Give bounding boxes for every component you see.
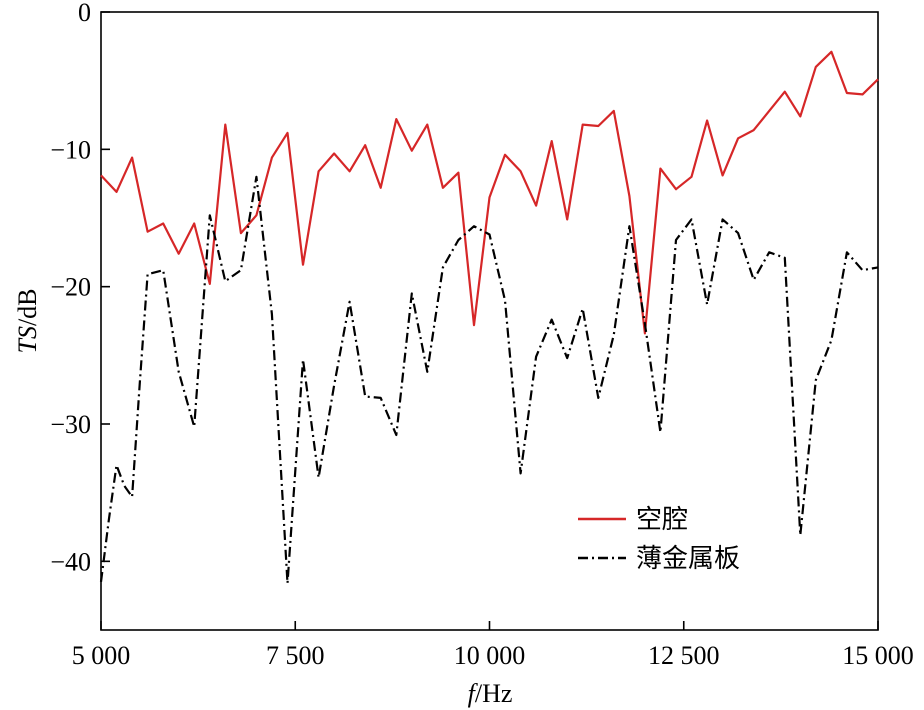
y-axis-ticks: 0 −10 −20 −30 −40 xyxy=(50,0,110,576)
x-tick-label: 7 500 xyxy=(266,641,325,670)
x-axis-ticks: 5 000 7 500 10 000 12 500 15 000 xyxy=(72,621,914,670)
series-line-metal-plate xyxy=(99,175,879,585)
plot-frame xyxy=(100,11,879,631)
y-axis-label: TS/dB xyxy=(13,288,42,353)
legend: 空腔 薄金属板 xyxy=(578,505,740,574)
y-tick-label: −20 xyxy=(50,273,91,302)
y-tick-label: −40 xyxy=(50,547,91,576)
legend-label-metal-plate: 薄金属板 xyxy=(636,544,740,574)
series-line-cavity xyxy=(100,50,879,335)
y-tick-label: 0 xyxy=(78,0,91,27)
y-tick-label: −30 xyxy=(50,410,91,439)
x-tick-label: 5 000 xyxy=(72,641,131,670)
x-tick-label: 10 000 xyxy=(454,641,526,670)
series-layer xyxy=(99,50,879,585)
y-tick-label: −10 xyxy=(50,135,91,164)
x-axis-label: f/Hz xyxy=(468,679,513,708)
x-tick-label: 15 000 xyxy=(842,641,914,670)
legend-label-cavity: 空腔 xyxy=(636,505,688,535)
x-tick-label: 12 500 xyxy=(648,641,720,670)
